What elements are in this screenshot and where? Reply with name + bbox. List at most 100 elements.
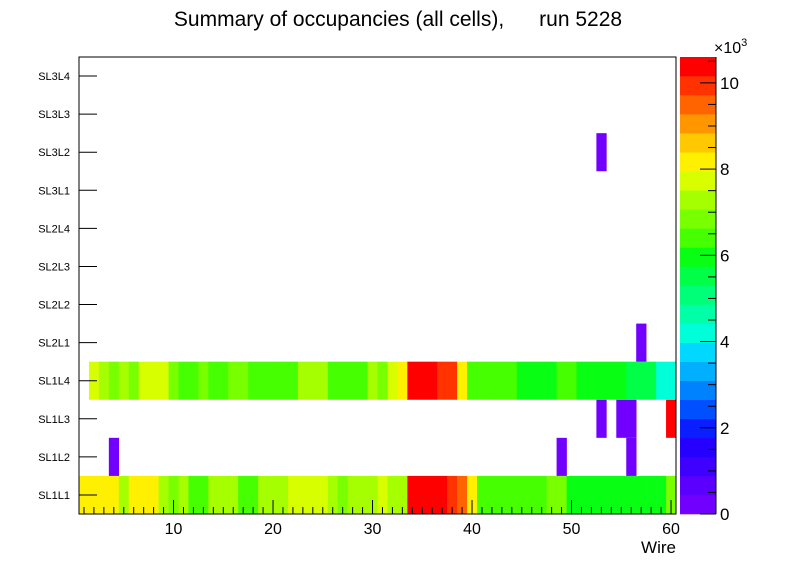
heatmap-cell: [238, 475, 249, 514]
heatmap-cell: [337, 361, 348, 400]
heatmap-cell: [586, 475, 597, 514]
colorbar-swatch: [680, 133, 716, 153]
heatmap-cell: [506, 475, 518, 514]
x-axis-label: Wire: [641, 538, 676, 557]
heatmap-cell: [496, 475, 508, 514]
colorbar-multiplier-base: ×10: [714, 40, 741, 57]
heatmap-cell: [576, 475, 587, 514]
colorbar-tick-label: 8: [720, 160, 729, 179]
heatmap-cell: [516, 475, 528, 514]
heatmap-cells: [79, 133, 677, 514]
colorbar-swatch: [680, 475, 716, 496]
heatmap-cell: [457, 475, 468, 514]
heatmap-cell: [168, 361, 179, 400]
heatmap-cell: [317, 475, 329, 514]
colorbar-swatch: [680, 209, 716, 229]
heatmap-cell: [556, 437, 567, 476]
x-tick-label: 50: [563, 521, 581, 538]
heatmap-cell: [636, 475, 647, 514]
heatmap-cell: [228, 361, 239, 400]
colorbar-swatch: [680, 380, 716, 401]
heatmap-cell: [397, 475, 408, 514]
colorbar-swatch: [680, 494, 716, 515]
y-axis: SL1L1 SL1L2 SL1L3 SL1L4 SL2L1 SL2L2 SL2L3 SL2L4…: [38, 71, 97, 502]
colorbar-swatch: [680, 190, 716, 210]
colorbar-swatch: [680, 323, 716, 343]
heatmap-cell: [307, 361, 319, 400]
colorbar-tick-label: 10: [720, 74, 739, 93]
heatmap-cell: [347, 361, 358, 400]
heatmap-cell: [138, 475, 149, 514]
heatmap-cell: [158, 361, 169, 400]
x-tick-label: 60: [662, 521, 680, 538]
y-category-label: SL2L2: [38, 300, 70, 312]
heatmap-cell: [258, 361, 269, 400]
heatmap-cell: [556, 361, 567, 400]
heatmap-cell: [218, 361, 229, 400]
heatmap-cell: [98, 475, 110, 514]
heatmap-cell: [178, 475, 189, 514]
heatmap-cell: [616, 475, 627, 514]
heatmap-cell: [98, 361, 110, 400]
colorbar-swatch: [680, 266, 716, 286]
heatmap-cell: [347, 475, 358, 514]
heatmap-cell: [258, 475, 269, 514]
heatmap-cell: [108, 361, 120, 400]
heatmap-cell: [178, 361, 189, 400]
heatmap-cell: [536, 361, 547, 400]
heatmap-cell: [626, 437, 637, 476]
colorbar-swatch: [680, 152, 716, 172]
heatmap-cell: [387, 361, 398, 400]
heatmap-cell: [546, 475, 557, 514]
heatmap-cell: [596, 399, 607, 438]
heatmap-cell: [128, 361, 139, 400]
colorbar-swatch: [680, 399, 716, 420]
heatmap-cell: [506, 361, 518, 400]
colorbar-swatch: [680, 228, 716, 248]
heatmap-cell: [357, 475, 368, 514]
heatmap-cell: [636, 323, 647, 362]
y-category-label: SL2L1: [38, 338, 70, 350]
heatmap-cell: [427, 475, 438, 514]
colorbar-swatch: [680, 171, 716, 191]
heatmap-cell: [108, 437, 120, 476]
heatmap-cell: [656, 361, 667, 400]
x-axis: 10 20 30 40 50 60: [83, 500, 680, 538]
colorbar-tick-label: 2: [720, 419, 729, 438]
heatmap-cell: [576, 361, 587, 400]
heatmap-cell: [327, 361, 338, 400]
heatmap-cell: [287, 361, 299, 400]
chart-title: Summary of occupancies (all cells), run …: [174, 8, 622, 31]
heatmap-cell: [278, 475, 289, 514]
heatmap-cell: [168, 475, 179, 514]
heatmap-cell: [248, 475, 259, 514]
heatmap-cell: [646, 361, 657, 400]
color-scale: 0 2 4 6 8 10: [680, 57, 739, 524]
colorbar-swatch: [680, 437, 716, 458]
colorbar-swatch: [680, 57, 716, 77]
heatmap-cell: [248, 361, 259, 400]
heatmap-cell: [208, 361, 219, 400]
x-tick-label: 10: [165, 521, 183, 538]
heatmap-cell: [596, 475, 607, 514]
heatmap-cell: [397, 361, 408, 400]
heatmap-cell: [118, 475, 130, 514]
y-category-label: SL3L1: [38, 185, 70, 197]
heatmap-cell: [128, 475, 139, 514]
heatmap-cell: [437, 475, 448, 514]
y-category-label: SL3L3: [38, 109, 70, 121]
heatmap-cell: [367, 361, 378, 400]
heatmap-cell: [546, 361, 557, 400]
y-category-label: SL2L3: [38, 261, 70, 273]
heatmap-cell: [586, 361, 597, 400]
heatmap-cell: [407, 475, 418, 514]
y-category-label: SL1L4: [38, 376, 70, 388]
heatmap-cell: [477, 475, 488, 514]
heatmap-cell: [536, 475, 547, 514]
heatmap-cell: [208, 475, 219, 514]
heatmap-cell: [636, 361, 647, 400]
heatmap-cell: [118, 361, 130, 400]
heatmap-cell: [297, 361, 309, 400]
x-tick-label: 20: [264, 521, 282, 538]
heatmap-cell: [278, 361, 289, 400]
